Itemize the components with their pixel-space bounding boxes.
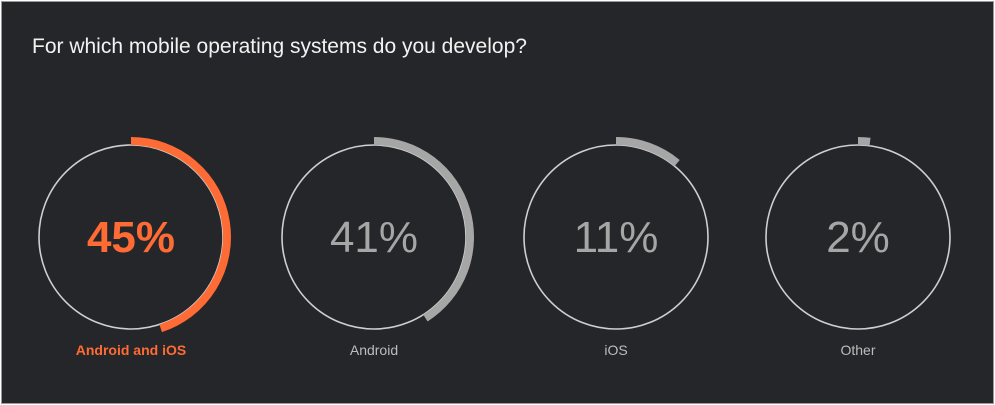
progress-arc [857, 137, 871, 146]
value-label: 45% [87, 213, 175, 262]
progress-arc [615, 137, 680, 167]
value-label: 11% [574, 213, 659, 262]
category-label: Other [840, 342, 875, 358]
chart-title: For which mobile operating systems do yo… [32, 35, 527, 58]
progress-arc [130, 137, 231, 333]
progress-arc [373, 137, 475, 322]
value-label: 2% [826, 213, 890, 262]
category-label: Android and iOS [76, 342, 186, 358]
ring-track [281, 144, 467, 330]
category-label: Android [350, 342, 398, 358]
category-label: iOS [604, 342, 627, 358]
value-label: 41% [330, 213, 418, 262]
